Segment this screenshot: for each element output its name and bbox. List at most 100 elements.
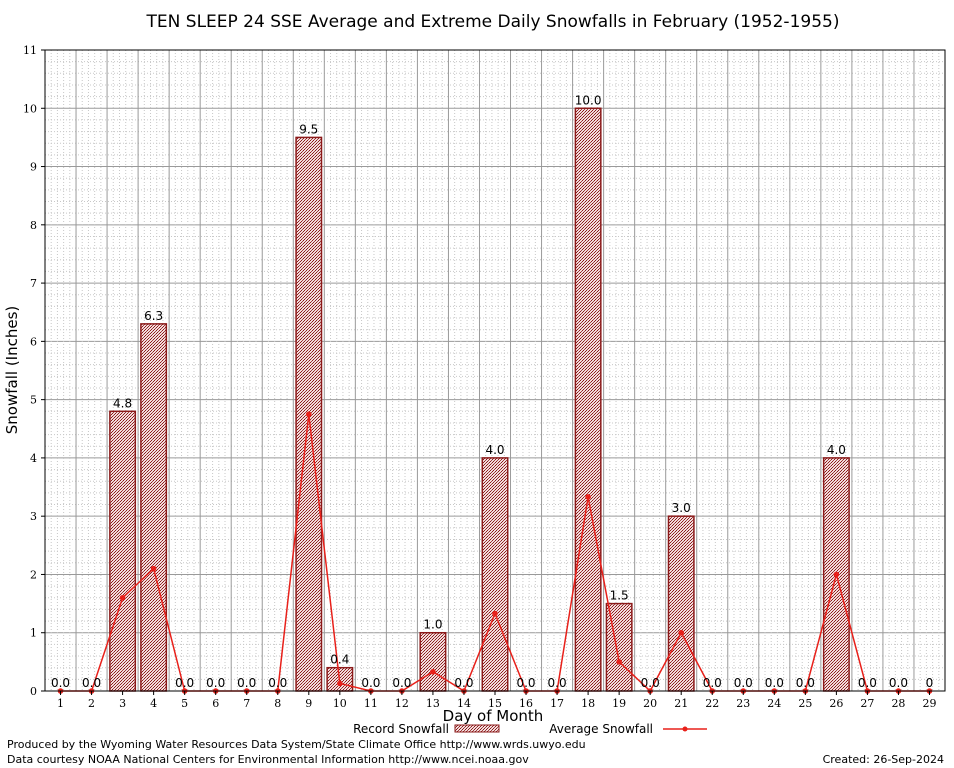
grid <box>45 49 945 692</box>
bar-value-label: 1.5 <box>610 589 629 603</box>
x-tick-label: 17 <box>550 697 564 710</box>
bar-value-label: 0.0 <box>548 676 567 690</box>
x-tick-label: 23 <box>736 697 750 710</box>
bar-value-label: 4.0 <box>827 443 846 457</box>
bar-value-label: 0.0 <box>516 676 535 690</box>
bar-value-label: 0.0 <box>237 676 256 690</box>
y-tick-label: 5 <box>30 394 37 407</box>
bar-value-label: 0.0 <box>175 676 194 690</box>
x-tick-label: 27 <box>860 697 874 710</box>
record-bar <box>822 457 850 692</box>
bar-value-label: 0.0 <box>206 676 225 690</box>
legend-average-label: Average Snowfall <box>549 722 653 736</box>
y-tick-label: 9 <box>30 161 37 174</box>
bars <box>109 107 850 692</box>
bar-value-label: 0.0 <box>392 676 411 690</box>
x-tick-label: 12 <box>395 697 409 710</box>
y-tick-label: 0 <box>30 685 37 698</box>
bar-value-label: 0.0 <box>796 676 815 690</box>
x-tick-label: 18 <box>581 697 595 710</box>
x-tick-label: 11 <box>364 697 378 710</box>
x-tick-label: 2 <box>88 697 95 710</box>
bar-labels: 0.0 0.0 4.8 6.3 0.0 0.0 0.0 0.0 9.5 0.4 0.0 0.0 1.0 0… <box>51 93 933 690</box>
x-tick-label: 28 <box>891 697 905 710</box>
x-tick-label: 29 <box>922 697 936 710</box>
x-tick-label: 6 <box>212 697 219 710</box>
x-tick-label: 22 <box>705 697 719 710</box>
legend: Record Snowfall Average Snowfall <box>353 722 707 736</box>
y-tick-label: 7 <box>30 277 37 290</box>
y-tick-label: 3 <box>30 510 37 523</box>
created-date: Created: 26-Sep-2024 <box>822 753 944 766</box>
x-tick-label: 7 <box>243 697 250 710</box>
bar-value-label: 0.0 <box>641 676 660 690</box>
x-tick-label: 8 <box>274 697 281 710</box>
x-tick-label: 19 <box>612 697 626 710</box>
y-tick-label: 2 <box>30 568 37 581</box>
bar-value-label: 0.0 <box>703 676 722 690</box>
bar-value-label: 0 <box>926 676 934 690</box>
x-tick-label: 1 <box>57 697 64 710</box>
average-point <box>678 629 685 636</box>
x-tick-label: 14 <box>457 697 471 710</box>
average-point <box>305 411 312 418</box>
bar-value-label: 0.0 <box>734 676 753 690</box>
y-tick-label: 8 <box>30 219 37 232</box>
chart-title: TEN SLEEP 24 SSE Average and Extreme Dai… <box>146 12 840 32</box>
bar-value-label: 1.0 <box>423 618 442 632</box>
average-point <box>150 565 157 572</box>
y-axis-label: Snowfall (Inches) <box>3 306 21 434</box>
x-tick-label: 21 <box>674 697 688 710</box>
y-tick-label: 4 <box>30 452 37 465</box>
record-bar <box>667 515 695 692</box>
bar-value-label: 6.3 <box>144 309 163 323</box>
y-tick-label: 11 <box>23 44 37 57</box>
bar-value-label: 0.0 <box>765 676 784 690</box>
bar-value-label: 4.8 <box>113 396 132 410</box>
x-tick-label: 20 <box>643 697 657 710</box>
x-tick-label: 3 <box>119 697 126 710</box>
average-point <box>616 659 622 665</box>
x-tick-label: 25 <box>798 697 812 710</box>
x-tick-label: 24 <box>767 697 781 710</box>
legend-average-marker <box>682 726 688 732</box>
produced-by-note: Produced by the Wyoming Water Resources … <box>7 738 586 751</box>
average-point <box>833 571 840 578</box>
bar-value-label: 0.0 <box>51 676 70 690</box>
bar-value-label: 3.0 <box>672 501 691 515</box>
y-tick-label: 6 <box>30 335 37 348</box>
record-bar <box>574 107 602 692</box>
y-tick-label: 10 <box>23 102 37 115</box>
record-bar <box>419 631 447 692</box>
data-courtesy-note: Data courtesy NOAA National Centers for … <box>7 753 529 766</box>
average-point <box>492 610 498 617</box>
average-point <box>337 680 343 687</box>
x-axis-label: Day of Month <box>443 707 544 725</box>
bar-value-label: 0.4 <box>330 653 349 667</box>
record-bar <box>481 457 509 692</box>
bar-value-label: 10.0 <box>575 93 602 107</box>
record-bar <box>109 410 137 692</box>
bar-value-label: 0.0 <box>82 676 101 690</box>
bar-value-label: 0.0 <box>858 676 877 690</box>
x-tick-label: 16 <box>519 697 533 710</box>
x-tick-label: 9 <box>305 697 312 710</box>
x-tick-label: 10 <box>333 697 347 710</box>
average-point <box>585 494 591 500</box>
legend-record-label: Record Snowfall <box>353 722 449 736</box>
bar-value-label: 0.0 <box>268 676 287 690</box>
x-tick-label: 5 <box>181 697 188 710</box>
bar-value-label: 4.0 <box>485 443 504 457</box>
bar-value-label: 0.0 <box>889 676 908 690</box>
legend-record-swatch <box>454 724 500 733</box>
x-tick-label: 15 <box>488 697 502 710</box>
x-tick-label: 13 <box>426 697 440 710</box>
record-bar <box>140 323 168 692</box>
bar-value-label: 0.0 <box>361 676 380 690</box>
x-tick-label: 26 <box>829 697 843 710</box>
bar-value-label: 0.0 <box>454 676 473 690</box>
average-point <box>430 668 436 675</box>
average-point <box>119 594 126 601</box>
